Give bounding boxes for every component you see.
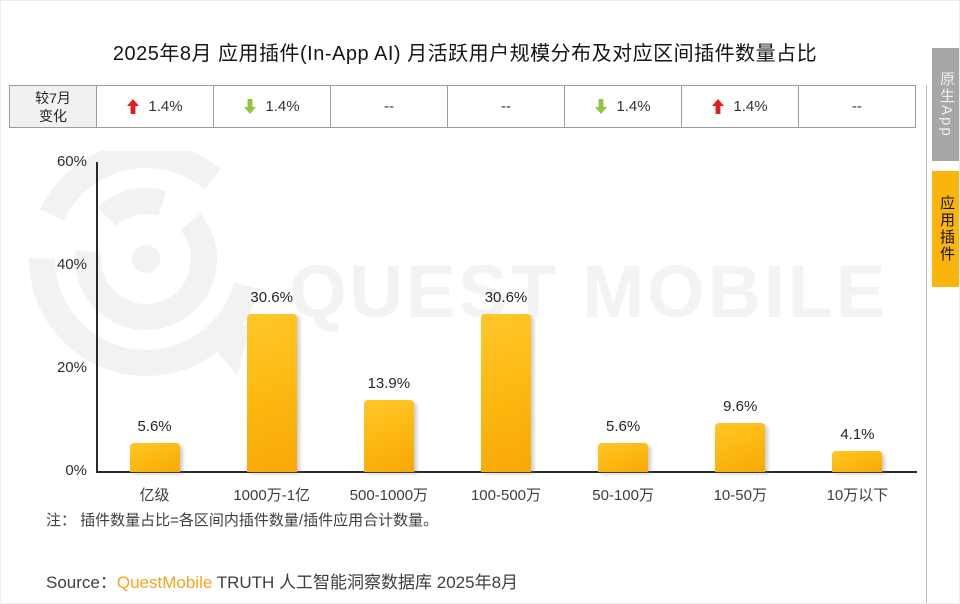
bar-value-label: 4.1% (840, 425, 875, 443)
bar-50-100万 (598, 443, 649, 472)
mom-change-value: 1.4% (733, 98, 768, 115)
bar-10-50万 (715, 422, 766, 472)
mom-change-cell-3: -- (447, 86, 564, 127)
mom-change-value: -- (501, 98, 511, 115)
page-title: 2025年8月 应用插件(In-App AI) 月活跃用户规模分布及对应区间插件… (112, 43, 818, 65)
down-arrow-icon (244, 99, 257, 114)
mom-change-value: -- (384, 98, 394, 115)
mom-change-value: 1.4% (265, 98, 300, 115)
tab-native-app[interactable]: 原生App (932, 48, 959, 161)
mom-change-cell-5: 1.4% (681, 86, 798, 127)
y-tick-0%: 0% (65, 462, 87, 479)
tab-in-app-plugin-label: 应用插件 (938, 195, 955, 263)
bar-10万以下 (832, 450, 883, 472)
up-arrow-icon (712, 99, 725, 114)
up-arrow-icon (127, 99, 140, 114)
x-axis-line (96, 471, 917, 473)
mom-change-header: 较7月 变化 (10, 86, 97, 127)
x-category-label: 50-100万 (592, 487, 654, 504)
down-arrow-icon (595, 99, 608, 114)
mom-change-cell-4: 1.4% (564, 86, 681, 127)
mom-change-cell-1: 1.4% (213, 86, 330, 127)
mom-change-table: 较7月 变化 1.4% 1.4% -- -- 1.4% 1.4% -- (9, 85, 916, 128)
source-brand: QuestMobile (116, 573, 213, 592)
mom-change-header-line1: 较7月 (35, 89, 71, 106)
mom-change-cell-6: -- (798, 86, 915, 127)
mom-change-value: 1.4% (616, 98, 651, 115)
bar-value-label: 5.6% (606, 418, 641, 436)
bar-value-label: 5.6% (137, 418, 172, 436)
y-tick-20%: 20% (56, 359, 87, 376)
bar-500-1000万 (363, 400, 414, 472)
y-axis-line (96, 162, 98, 472)
y-tick-40%: 40% (56, 256, 87, 273)
mom-change-value: 1.4% (148, 98, 183, 115)
y-tick-60%: 60% (56, 153, 87, 170)
mom-change-cell-2: -- (330, 86, 447, 127)
bar-value-label: 30.6% (250, 289, 293, 307)
x-category-label: 10-50万 (713, 487, 767, 504)
mom-change-cell-0: 1.4% (97, 86, 213, 127)
source-line: Source：QuestMobile TRUTH 人工智能洞察数据库 2025年… (46, 568, 518, 593)
bar-value-label: 9.6% (723, 397, 758, 415)
bar-value-label: 30.6% (484, 289, 528, 307)
source-prefix: Source： (46, 573, 117, 592)
bar-1000万-1亿 (246, 314, 297, 472)
x-category-label: 500-1000万 (349, 487, 429, 504)
mom-change-header-line2: 变化 (39, 107, 67, 124)
mom-change-value: -- (852, 98, 862, 115)
content-right-border (926, 85, 927, 603)
bar-value-label: 13.9% (367, 375, 411, 393)
tab-native-app-label: 原生App (938, 71, 955, 138)
bar-100-500万 (481, 314, 531, 472)
x-category-label: 100-500万 (470, 487, 542, 504)
source-suffix: TRUTH 人工智能洞察数据库 2025年8月 (212, 573, 519, 592)
footnote: 注： 插件数量占比=各区间内插件数量/插件应用合计数量。 (46, 512, 439, 529)
x-category-label: 10万以下 (826, 487, 889, 504)
tab-in-app-plugin[interactable]: 应用插件 (932, 171, 959, 287)
x-category-label: 亿级 (139, 487, 170, 504)
x-category-label: 1000万-1亿 (233, 487, 311, 504)
bar-亿级 (129, 443, 180, 472)
